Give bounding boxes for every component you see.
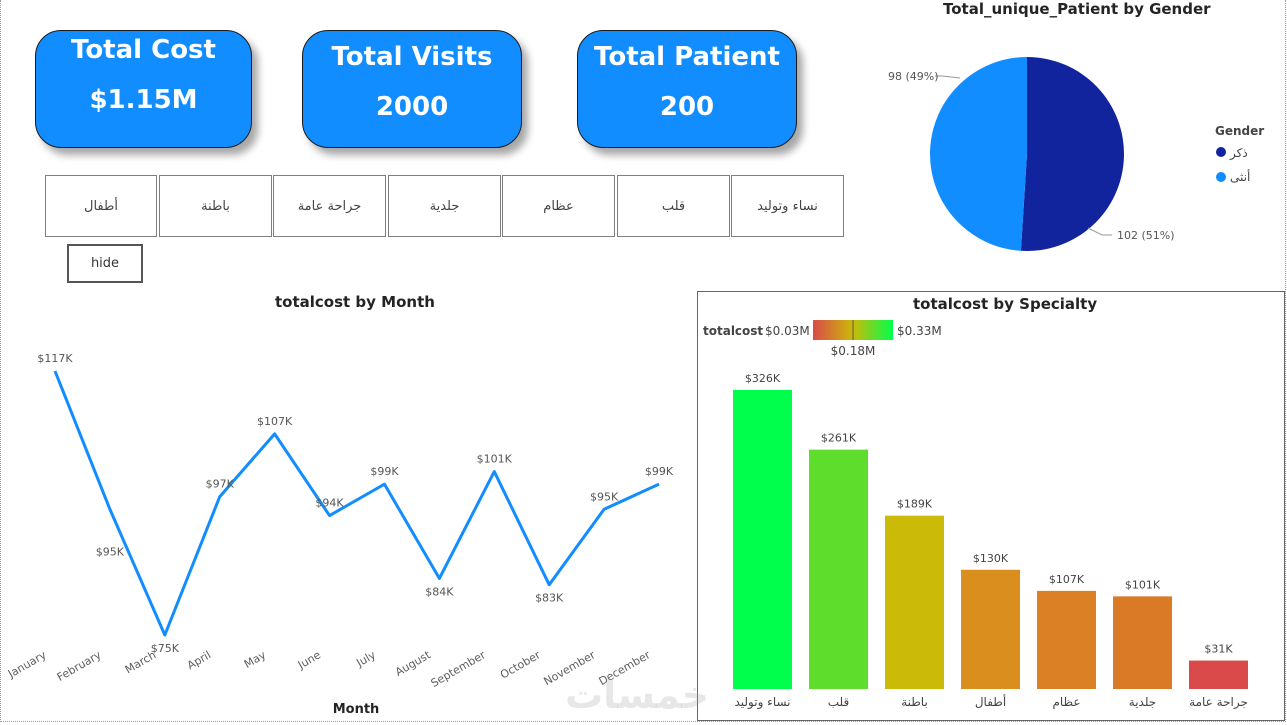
specialty-bar[interactable]	[961, 569, 1020, 689]
specialty-data-label: $107K	[1049, 573, 1085, 586]
month-tick-label: March	[123, 648, 159, 676]
specialty-tick-label: باطنة	[901, 695, 928, 709]
legend-marker-male	[1216, 147, 1226, 157]
month-axis-title: Month	[333, 702, 380, 717]
slicer-item-orthopedics[interactable]: عظام	[502, 175, 615, 237]
specialty-legend-label: totalcost	[703, 324, 763, 338]
pie-leader-male	[1087, 227, 1112, 236]
specialty-legend-min: $0.03M	[765, 324, 810, 338]
hide-button[interactable]: hide	[67, 244, 143, 283]
specialty-tick-label: جراحة عامة	[1189, 695, 1248, 710]
month-chart-title: totalcost by Month	[275, 293, 435, 311]
pie-label-female: 98 (49%)	[888, 70, 939, 83]
month-tick-label: December	[597, 648, 653, 688]
month-data-label: $75K	[151, 642, 180, 655]
specialty-data-label: $101K	[1125, 578, 1161, 591]
month-tick-label: November	[542, 648, 598, 688]
pie-slice-female[interactable]	[930, 57, 1027, 251]
month-data-label: $95K	[96, 545, 125, 558]
month-tick-label: January	[5, 648, 49, 681]
specialty-data-label: $261K	[821, 432, 857, 445]
slicer-item-internal[interactable]: باطنة	[159, 175, 272, 237]
specialty-bar[interactable]	[1037, 590, 1096, 689]
month-data-label: $97K	[206, 478, 235, 491]
specialty-data-label: $130K	[973, 552, 1009, 565]
slicer-item-cardiology[interactable]: قلب	[617, 175, 730, 237]
month-line-chart: $117K $95K $75K $97K $107K $94K $99K $84K $101K $…	[5, 352, 674, 717]
legend-label-male: ذكر	[1229, 146, 1248, 161]
kpi-total-patient-title: Total Patient	[594, 42, 780, 72]
kpi-total-cost-value: $1.15M	[89, 85, 198, 115]
specialty-tick-label: نساء وتوليد	[734, 695, 790, 710]
month-line-series[interactable]	[53, 370, 660, 637]
specialty-bar[interactable]	[1113, 596, 1172, 689]
month-data-label: $99K	[370, 465, 399, 478]
specialty-data-label: $31K	[1204, 643, 1233, 656]
month-data-label: $107K	[257, 415, 293, 428]
month-tick-label: April	[185, 648, 213, 672]
legend-marker-female	[1216, 172, 1226, 182]
month-tick-label: October	[498, 648, 543, 682]
specialty-bar[interactable]	[1189, 660, 1248, 689]
specialty-chart-frame	[697, 291, 1285, 721]
legend-label-female: أنثى	[1230, 169, 1250, 184]
slicer-item-obgyn[interactable]: نساء وتوليد	[731, 175, 844, 237]
kpi-total-cost: Total Cost $1.15M	[35, 30, 252, 148]
month-tick-label: June	[295, 648, 323, 672]
specialty-tick-label: أطفال	[975, 694, 1006, 709]
gender-pie-chart: Gender ذكر أنثى 98 (49%) 102 (51%)	[888, 57, 1264, 252]
specialty-legend-max: $0.33M	[897, 324, 942, 338]
specialty-tick-label: قلب	[828, 695, 850, 709]
month-tick-label: September	[429, 648, 489, 690]
pie-slice-male[interactable]	[1020, 57, 1125, 252]
slicer-item-dermatology[interactable]: جلدية	[388, 175, 501, 237]
month-data-label: $99K	[645, 465, 674, 478]
kpi-total-visits-title: Total Visits	[331, 42, 493, 72]
specialty-legend-mid: $0.18M	[831, 344, 876, 358]
kpi-total-patient: Total Patient 200	[577, 30, 797, 148]
slicer-item-pediatrics[interactable]: أطفال	[45, 175, 157, 237]
month-tick-label: May	[242, 648, 269, 671]
pie-label-male: 102 (51%)	[1117, 229, 1175, 242]
specialty-bar-chart: totalcost $0.03M $0.33M $0.18M $326K نساء…	[703, 320, 1248, 710]
month-data-label: $117K	[37, 352, 73, 365]
slicer-item-surgery[interactable]: جراحة عامة	[273, 175, 386, 237]
kpi-total-cost-title: Total Cost	[71, 35, 216, 65]
month-tick-label: February	[55, 648, 104, 684]
kpi-total-patient-value: 200	[659, 92, 715, 122]
specialty-tick-label: جلدية	[1129, 695, 1156, 709]
month-tick-label: July	[353, 648, 378, 670]
kpi-total-visits: Total Visits 2000	[302, 30, 522, 148]
pie-leader-female	[935, 75, 961, 79]
specialty-chart-title: totalcost by Specialty	[913, 295, 1098, 313]
month-data-label: $83K	[535, 592, 564, 605]
gender-legend-title: Gender	[1215, 124, 1264, 138]
month-data-label: $84K	[425, 585, 454, 598]
specialty-bar[interactable]	[885, 515, 944, 689]
specialty-bar[interactable]	[809, 449, 868, 689]
specialty-tick-label: عظام	[1052, 695, 1080, 709]
month-data-label: $94K	[315, 497, 344, 510]
kpi-total-visits-value: 2000	[375, 92, 449, 122]
specialty-data-label: $326K	[745, 372, 781, 385]
specialty-data-label: $189K	[897, 498, 933, 511]
month-tick-label: August	[393, 648, 433, 679]
gender-chart-title: Total_unique_Patient by Gender	[943, 0, 1211, 18]
month-data-label: $95K	[590, 490, 619, 503]
month-data-label: $101K	[477, 453, 513, 466]
specialty-bar[interactable]	[733, 390, 792, 689]
